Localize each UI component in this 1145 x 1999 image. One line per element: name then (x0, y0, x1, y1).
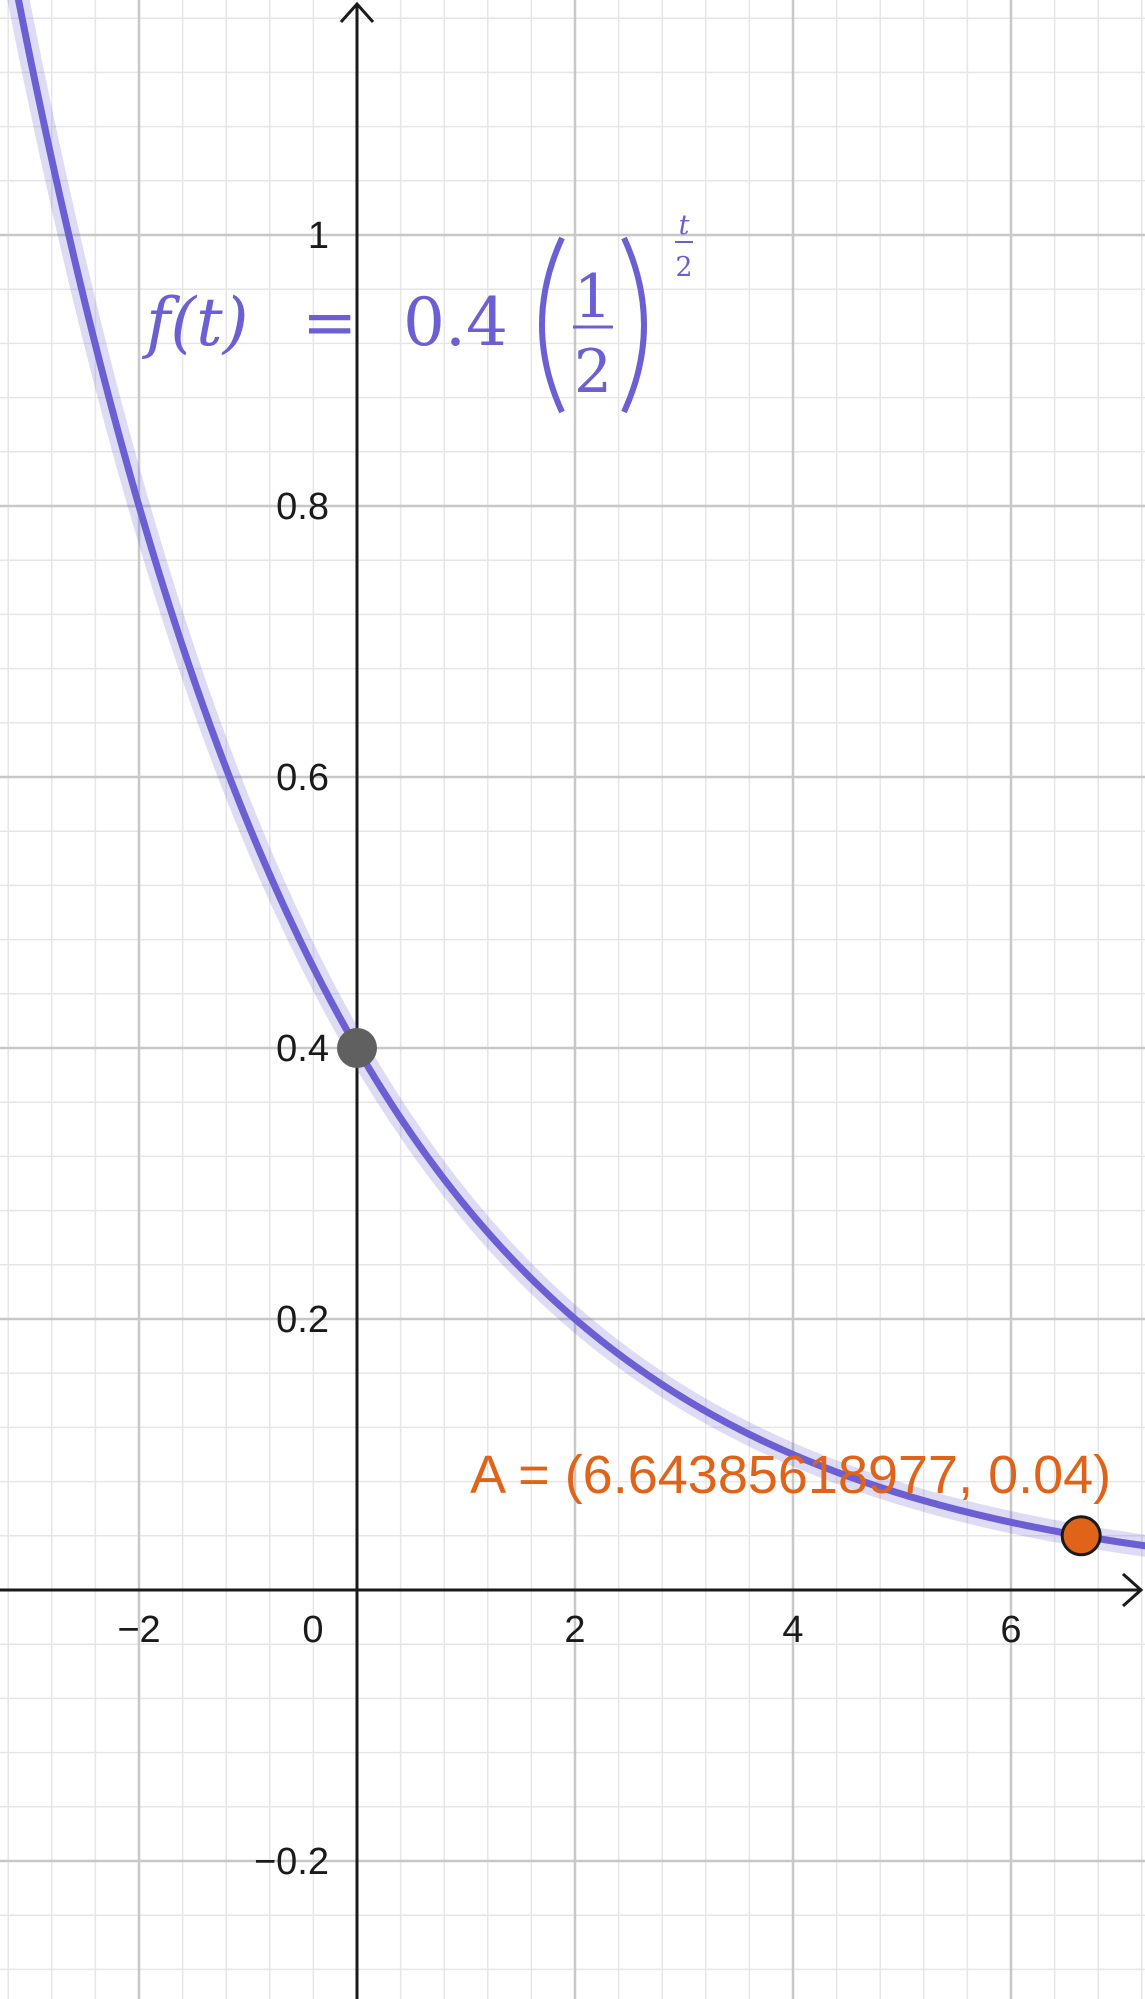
formula-equals: = (302, 284, 357, 361)
point-a-label: A = (6.64385618977, 0.04) (470, 1445, 1111, 1505)
y-tick-label: −0.2 (254, 1841, 329, 1883)
y-tick-label: 0.8 (276, 486, 329, 528)
curve-line (14, 0, 1145, 1550)
function-curve[interactable] (1, 0, 1145, 1557)
x-tick-label: −2 (117, 1609, 160, 1651)
x-tick-label: 4 (782, 1609, 803, 1651)
formula-lhs: f(t) (141, 284, 248, 361)
formula-denominator: 2 (574, 337, 612, 407)
x-tick-label: 2 (564, 1609, 585, 1651)
x-tick-label: 6 (1000, 1609, 1021, 1651)
x-tick-label: 0 (302, 1609, 323, 1651)
x-axis-arrow (1122, 1572, 1144, 1608)
formula-coefficient: 0.4 (403, 284, 508, 361)
y-axis-arrow (339, 1, 375, 23)
left-paren (539, 236, 565, 414)
points: A = (6.64385618977, 0.04) (337, 1028, 1111, 1557)
y-tick-label: 0.4 (276, 1028, 329, 1070)
y-tick-label: 0.2 (276, 1299, 329, 1341)
right-paren (621, 236, 647, 414)
exponent-numerator: t (679, 210, 690, 241)
y-tick-label: 0.6 (276, 757, 329, 799)
y-intercept-point (337, 1028, 377, 1068)
exponent-denominator: 2 (675, 252, 692, 283)
y-tick-label: 1 (308, 215, 329, 257)
point-a (1060, 1515, 1102, 1557)
function-label: f(t) = 0.4 1 2 t 2 (141, 210, 693, 414)
tick-labels: −2 0 2 4 6 −0.2 0.2 0.4 0.6 0.8 1 (117, 215, 1021, 1883)
formula-numerator: 1 (574, 262, 612, 332)
